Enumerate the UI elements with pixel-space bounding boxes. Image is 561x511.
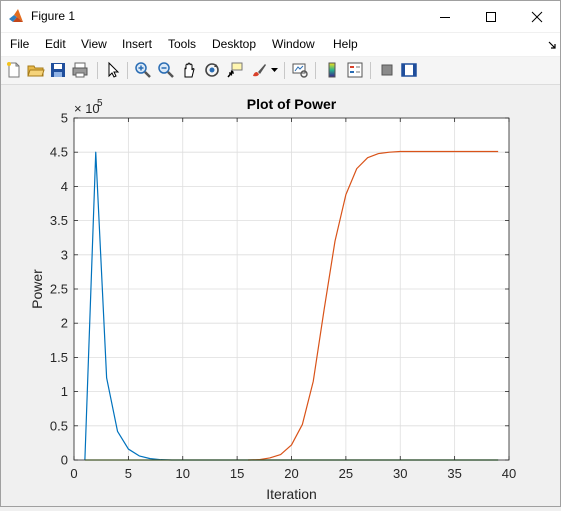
x-tick-label: 15: [230, 466, 244, 481]
toolbar-separator: [97, 62, 98, 79]
menu-view[interactable]: View: [81, 37, 107, 51]
maximize-icon: [485, 11, 497, 23]
toolbar-separator: [370, 62, 371, 79]
toolbar-separator: [284, 62, 285, 79]
menu-edit[interactable]: Edit: [45, 37, 66, 51]
chart-title: Plot of Power: [247, 96, 337, 112]
x-tick-label: 30: [393, 466, 407, 481]
y-tick-label: 3.5: [50, 213, 68, 228]
x-tick-labels: 0 5 10 15 20 25 30 35 40: [70, 466, 516, 481]
y-tick-label: 5: [61, 111, 68, 126]
x-axis-label: Iteration: [266, 486, 317, 502]
toolbar-separator: [127, 62, 128, 79]
x-tick-label: 5: [125, 466, 132, 481]
maximize-button[interactable]: [468, 1, 514, 32]
x-tick-label: 10: [176, 466, 190, 481]
y-tick-label: 0.5: [50, 418, 68, 433]
menu-desktop[interactable]: Desktop: [212, 37, 256, 51]
menu-help[interactable]: Help: [333, 37, 358, 51]
insert-legend-icon[interactable]: [346, 61, 364, 79]
window-title: Figure 1: [31, 9, 75, 23]
new-figure-icon[interactable]: [5, 61, 23, 79]
y-tick-labels: 0 0.5 1 1.5 2 2.5 3 3.5 4 4.5 5: [50, 111, 68, 468]
y-tick-label: 2.5: [50, 282, 68, 297]
insert-colorbar-icon[interactable]: [323, 61, 341, 79]
zoom-out-icon[interactable]: [157, 61, 175, 79]
data-cursor-icon[interactable]: [226, 61, 244, 79]
x-tick-label: 0: [70, 466, 77, 481]
rotate-3d-icon[interactable]: [203, 61, 221, 79]
y-tick-label: 1.5: [50, 350, 68, 365]
brush-icon[interactable]: [250, 61, 268, 79]
x-tick-label: 35: [447, 466, 461, 481]
minimize-button[interactable]: [422, 1, 468, 32]
print-icon[interactable]: [71, 61, 89, 79]
y-tick-label: 4: [61, 179, 68, 194]
show-plot-tools-icon[interactable]: [400, 61, 418, 79]
dock-arrow-icon[interactable]: [547, 40, 557, 50]
menu-window[interactable]: Window: [272, 37, 315, 51]
x-tick-label: 25: [339, 466, 353, 481]
y-tick-label: 2: [61, 316, 68, 331]
y-axis-label: Power: [29, 269, 45, 309]
open-file-icon[interactable]: [27, 61, 45, 79]
close-button[interactable]: [514, 1, 560, 32]
matlab-icon: [8, 8, 24, 24]
title-bar: Figure 1: [1, 1, 560, 32]
y-tick-label: 1: [61, 384, 68, 399]
minimize-icon: [439, 11, 451, 23]
y-axis-exponent-power: 5: [97, 98, 103, 109]
save-icon[interactable]: [49, 61, 67, 79]
figure-canvas: 0 5 10 15 20 25 30 35 40 0 0.5 1 1.5 2 2.5 3 3.5 4 4.5 5 P…: [1, 85, 560, 506]
edit-plot-arrow-icon[interactable]: [104, 61, 122, 79]
pan-icon[interactable]: [180, 61, 198, 79]
figure-toolbar: [1, 57, 560, 85]
brush-dropdown-icon[interactable]: [271, 68, 278, 73]
toolbar-separator: [315, 62, 316, 79]
x-tick-label: 40: [502, 466, 516, 481]
close-icon: [531, 11, 543, 23]
plot-chart[interactable]: 0 5 10 15 20 25 30 35 40 0 0.5 1 1.5 2 2.5 3 3.5 4 4.5 5 P…: [1, 85, 560, 506]
menu-bar: File Edit View Insert Tools Desktop Wind…: [1, 33, 560, 56]
menu-tools[interactable]: Tools: [168, 37, 196, 51]
hide-plot-tools-icon[interactable]: [378, 61, 396, 79]
y-tick-label: 0: [61, 453, 68, 468]
y-tick-label: 3: [61, 247, 68, 262]
menu-insert[interactable]: Insert: [122, 37, 152, 51]
x-tick-label: 20: [284, 466, 298, 481]
menu-file[interactable]: File: [10, 37, 29, 51]
zoom-in-icon[interactable]: [134, 61, 152, 79]
y-axis-exponent-base: × 10: [74, 101, 100, 116]
link-plot-icon[interactable]: [291, 61, 309, 79]
y-tick-label: 4.5: [50, 145, 68, 160]
